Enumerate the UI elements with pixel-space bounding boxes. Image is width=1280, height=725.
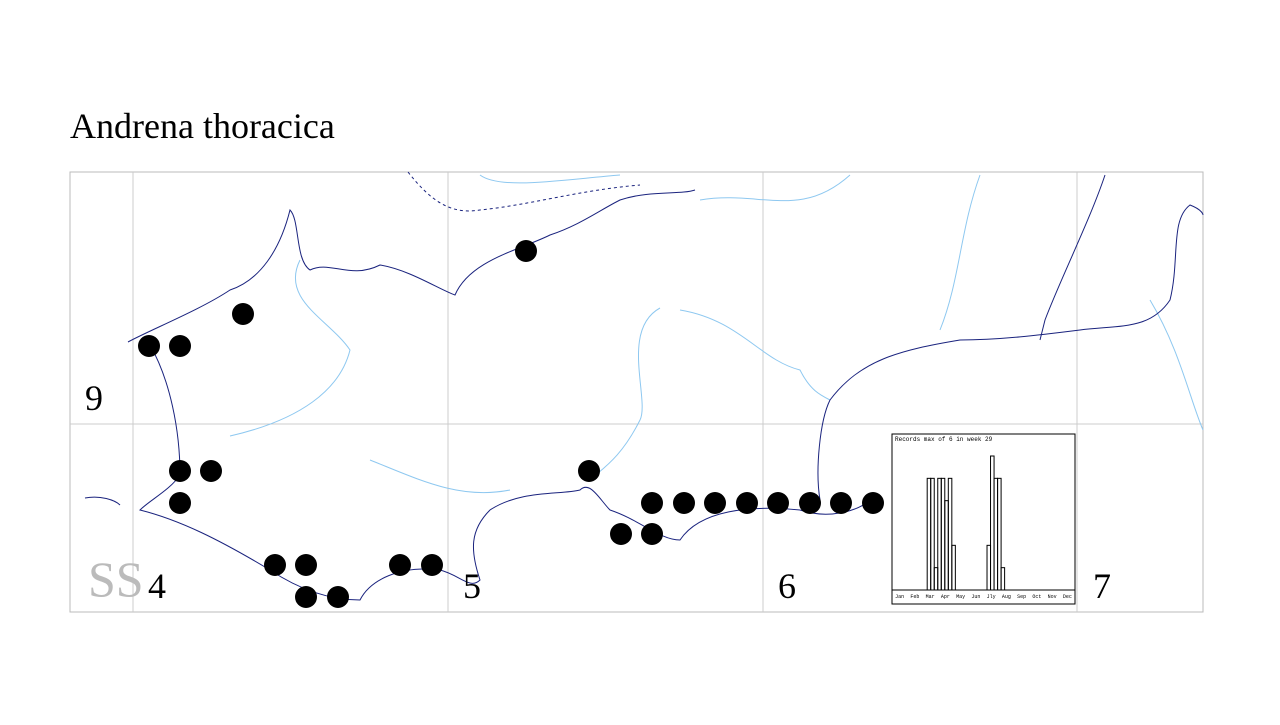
month-label: Feb [910, 594, 919, 600]
week-bar [947, 477, 953, 591]
record-dot [641, 523, 663, 545]
map: SS 9 4 5 6 7 [69, 171, 1204, 613]
week-bar [1000, 567, 1006, 591]
record-dot [138, 335, 160, 357]
record-dot [704, 492, 726, 514]
month-label: Jun [971, 594, 980, 600]
county-boundary [407, 171, 641, 212]
cell-label: 6 [778, 566, 796, 606]
month-label: Jly [987, 594, 996, 600]
month-label: Mar [926, 594, 935, 600]
coastline [84, 174, 1204, 601]
record-dot [295, 586, 317, 608]
record-dot [200, 460, 222, 482]
rivers [229, 174, 1204, 494]
record-dot [169, 492, 191, 514]
record-dot [295, 554, 317, 576]
title: Andrena thoracica [70, 106, 335, 146]
record-dot [421, 554, 443, 576]
cell-label: 4 [148, 566, 166, 606]
week-bar [997, 477, 1002, 591]
week-bar [951, 544, 956, 591]
record-dot [578, 460, 600, 482]
month-label: Oct [1032, 594, 1041, 600]
month-label: Dec [1063, 594, 1072, 600]
records [138, 240, 884, 608]
week-bar [930, 477, 935, 591]
cell-label: 9 [85, 378, 103, 418]
record-dot [641, 492, 663, 514]
record-dot [232, 303, 254, 325]
record-dot [610, 523, 632, 545]
record-dot [830, 492, 852, 514]
record-dot [515, 240, 537, 262]
inset-frame [891, 433, 1076, 605]
record-dot [264, 554, 286, 576]
month-label: Sep [1017, 594, 1026, 600]
record-dot [389, 554, 411, 576]
record-dot [169, 335, 191, 357]
month-label: Nov [1048, 594, 1057, 600]
grid [70, 172, 1203, 612]
month-label: Apr [941, 594, 950, 600]
cell-label: 5 [463, 566, 481, 606]
month-label: May [956, 594, 965, 600]
square-label: SS [88, 551, 144, 607]
month-label: Aug [1002, 594, 1011, 600]
phenology-inset: Records max of 6 in week 29 Jan Feb Mar Apr… [891, 433, 1076, 605]
record-dot [767, 492, 789, 514]
record-dot [327, 586, 349, 608]
inset-title: Records max of 6 in week 29 [895, 436, 993, 443]
record-dot [862, 492, 884, 514]
record-dot [169, 460, 191, 482]
month-label: Jan [895, 594, 904, 600]
record-dot [799, 492, 821, 514]
record-dot [673, 492, 695, 514]
cell-label: 7 [1093, 566, 1111, 606]
record-dot [736, 492, 758, 514]
